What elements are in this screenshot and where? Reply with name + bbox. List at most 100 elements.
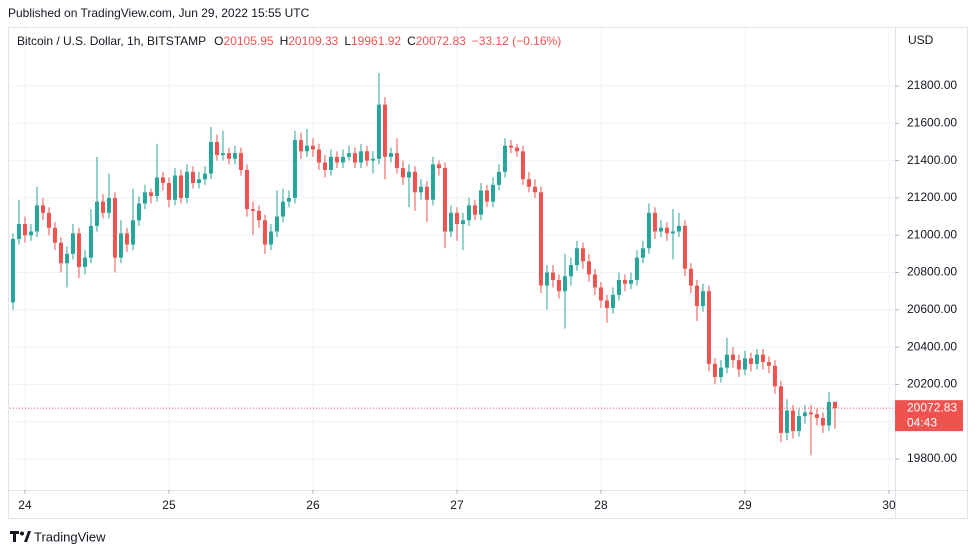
currency: USD [908, 33, 934, 47]
candle-body [502, 145, 507, 172]
x-tick-label: 27 [450, 498, 464, 512]
candle-body [580, 248, 585, 262]
candle-body [628, 279, 633, 284]
candle-body [166, 182, 171, 200]
candle-body [808, 412, 813, 415]
legend-title: Bitcoin / U.S. Dollar, 1h, BITSTAMP [17, 34, 206, 48]
candle-body [178, 175, 183, 198]
candle-body [556, 279, 561, 292]
frame [8, 27, 968, 519]
candle-body [154, 177, 159, 197]
ohlc-value: 19961.92 [351, 34, 401, 48]
candle-body [214, 141, 219, 156]
ohlc-key: L [344, 34, 351, 48]
y-tick-label: 21400.00 [907, 153, 957, 167]
candle-body [70, 233, 75, 254]
candle-body [46, 212, 51, 228]
candle-body [130, 220, 135, 245]
candle-body [592, 274, 597, 288]
candle-body [262, 220, 267, 245]
candle-body [340, 156, 345, 163]
candle-body [118, 233, 123, 258]
candle-body [370, 158, 375, 161]
candle-body [124, 233, 129, 245]
candle-body [664, 227, 669, 234]
ohlc-key: C [407, 34, 416, 48]
candle-body [472, 205, 477, 215]
candle-body [712, 363, 717, 377]
candle-body [22, 224, 27, 236]
candle-body [466, 205, 471, 221]
candle-body [736, 360, 741, 370]
candle-body [508, 145, 513, 148]
candle-body [538, 192, 543, 286]
candle-body [334, 156, 339, 163]
candle-body [268, 231, 273, 245]
candle-body [814, 414, 819, 419]
candle-body [40, 205, 45, 213]
y-tick-label: 21000.00 [907, 227, 957, 241]
y-tick-label: 20600.00 [907, 302, 957, 316]
candle-body [364, 151, 369, 161]
ohlc-key: O [214, 34, 223, 48]
candle-body [766, 362, 771, 366]
candle-body [160, 177, 165, 183]
ohlc-value: 20072.83 [416, 34, 466, 48]
candle-body [250, 209, 255, 211]
candle-body [550, 272, 555, 280]
ohlc-value: 20109.33 [288, 34, 338, 48]
candle-body [148, 192, 153, 197]
candle-body [460, 220, 465, 225]
candle-body [376, 104, 381, 159]
candle-body [604, 300, 609, 308]
candle-body [448, 212, 453, 232]
candle-body [436, 164, 441, 169]
candle-body [832, 401, 837, 409]
candle-body [142, 192, 147, 204]
y-tick-label: 20200.00 [907, 377, 957, 391]
candle-body [304, 145, 309, 152]
candle-body [112, 197, 117, 258]
candle-body [706, 291, 711, 364]
candle-body [316, 149, 321, 163]
candle-body [610, 294, 615, 308]
candle-body [772, 365, 777, 387]
candle-body [424, 186, 429, 200]
candle-body [412, 171, 417, 193]
candle-body [184, 171, 189, 198]
candle-body [136, 203, 141, 221]
candle-body [790, 410, 795, 432]
candle-body [688, 268, 693, 286]
candle-body [10, 238, 15, 303]
candle-body [310, 145, 315, 150]
candle-body [100, 201, 105, 213]
candle-body [280, 201, 285, 217]
candle-body [58, 242, 63, 264]
candle-body [718, 367, 723, 377]
x-tick-label: 25 [162, 498, 176, 512]
candle-body [346, 153, 351, 157]
x-tick-label: 24 [18, 498, 32, 512]
candle-body [562, 276, 567, 292]
candle-body [568, 265, 573, 277]
candle-body [388, 153, 393, 157]
candle-body [784, 410, 789, 433]
candle-body [802, 412, 807, 417]
candle-body [700, 291, 705, 307]
candle-body [760, 354, 765, 363]
candle-body [478, 190, 483, 215]
candle-body [256, 210, 261, 221]
candle-body [208, 141, 213, 174]
candle-body [190, 171, 195, 183]
ohlc-value: 20105.95 [224, 34, 274, 48]
candle-body [82, 257, 87, 267]
candle-body [820, 418, 825, 426]
candle-body [292, 140, 297, 198]
candle-body [484, 190, 489, 202]
candle-body [514, 147, 519, 152]
candle-body [658, 227, 663, 232]
candle-body [64, 253, 69, 264]
candle-body [742, 358, 747, 370]
